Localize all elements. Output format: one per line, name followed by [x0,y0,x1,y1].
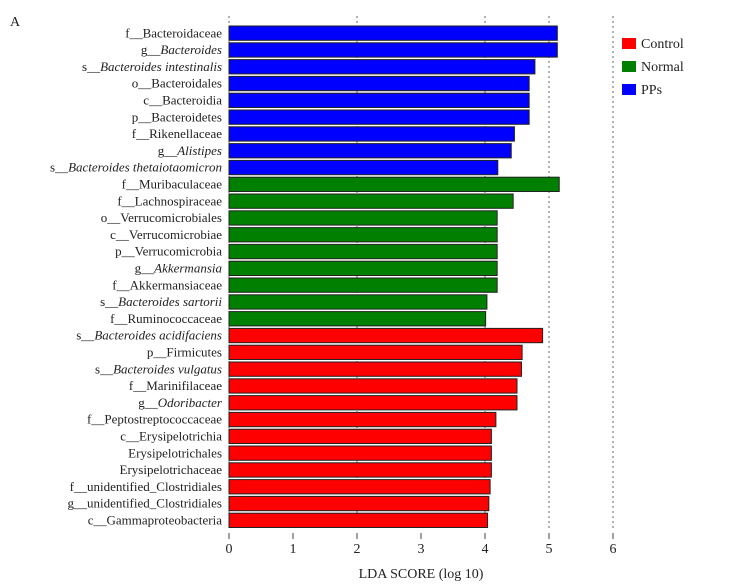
bar [228,462,492,478]
panel-label: A [10,15,21,30]
x-tick-label: 4 [482,542,489,557]
legend-label: PPs [641,83,662,98]
x-tick-label: 3 [418,542,425,557]
bar [228,411,497,428]
bar [228,428,492,445]
bar [228,495,490,512]
bar [228,143,512,159]
bar-label: c__Verrucomicrobiae [110,227,222,242]
x-tick-label: 2 [354,542,361,557]
x-tick-label: 0 [226,542,233,557]
bar [228,395,518,411]
legend-swatch [622,84,636,95]
bar [228,327,544,344]
bar [228,59,536,75]
bar-label: g__unidentified_Clostridiales [67,496,222,511]
bar-label: f__Peptostreptococcaceae [87,412,222,427]
bar [228,92,530,108]
x-axis-label: LDA SCORE (log 10) [359,567,484,582]
bar-label: f__Lachnospiraceae [117,193,222,208]
bar [228,159,499,176]
x-tick-label: 5 [546,542,553,557]
legend-label: Control [641,37,684,52]
bar-label: f__Bacteroidaceae [125,25,222,40]
bar-label: f__Ruminococcaceae [110,311,222,326]
bar-label: f__Marinifilaceae [129,378,222,393]
bar [228,243,498,260]
bar [228,445,492,461]
bar-label: s__Bacteroides sartorii [100,294,222,309]
bar [228,109,530,125]
bar [228,479,491,495]
bar-label: f__Rikenellaceae [132,126,222,141]
bar-label: p__Verrucomicrobia [115,244,222,259]
bar-label: c__Gammaproteobacteria [88,513,223,528]
bar [228,260,498,277]
bar [228,176,560,192]
x-tick-label: 1 [290,542,297,557]
bar [228,227,498,243]
bar-label: s__Bacteroides thetaiotaomicron [50,160,222,175]
bar-label: Erysipelotrichales [128,445,222,460]
bar-label: f__unidentified_Clostridiales [70,479,222,494]
legend-swatch [622,61,636,72]
bar [228,311,487,327]
bar-label: o__Verrucomicrobiales [101,210,222,225]
bar [228,512,489,529]
bar-label: Erysipelotrichaceae [120,462,223,477]
bar-label: s__Bacteroides acidifaciens [76,328,222,343]
bar [228,344,523,361]
bar-label: f__Muribaculaceae [122,177,223,192]
bar [228,193,514,209]
x-tick-label: 6 [610,542,617,557]
bar [228,25,558,41]
bar-label: g__Akkermansia [135,261,223,276]
bar [228,361,522,377]
bar-label: p__Bacteroidetes [132,109,222,124]
bar-label: f__Akkermansiaceae [112,277,222,292]
bar [228,210,498,226]
legend-swatch [622,38,636,49]
bar [228,277,498,293]
bar-label: g__Alistipes [158,143,222,158]
bar-label: c__Bacteroidia [143,93,222,108]
bar-label: c__Erysipelotrichia [120,429,222,444]
bar [228,294,488,310]
legend-label: Normal [641,60,684,75]
bar-label: o__Bacteroidales [132,76,222,91]
bar [228,75,530,92]
bar-label: g__Bacteroides [141,42,222,57]
bar [228,126,515,142]
bar-label: p__Firmicutes [147,345,222,360]
bar-label: s__Bacteroides vulgatus [95,361,222,376]
bar [228,378,518,394]
bar [228,42,558,58]
bar-label: g__Odoribacter [138,395,223,410]
bar-label: s__Bacteroides intestinalis [82,59,222,74]
